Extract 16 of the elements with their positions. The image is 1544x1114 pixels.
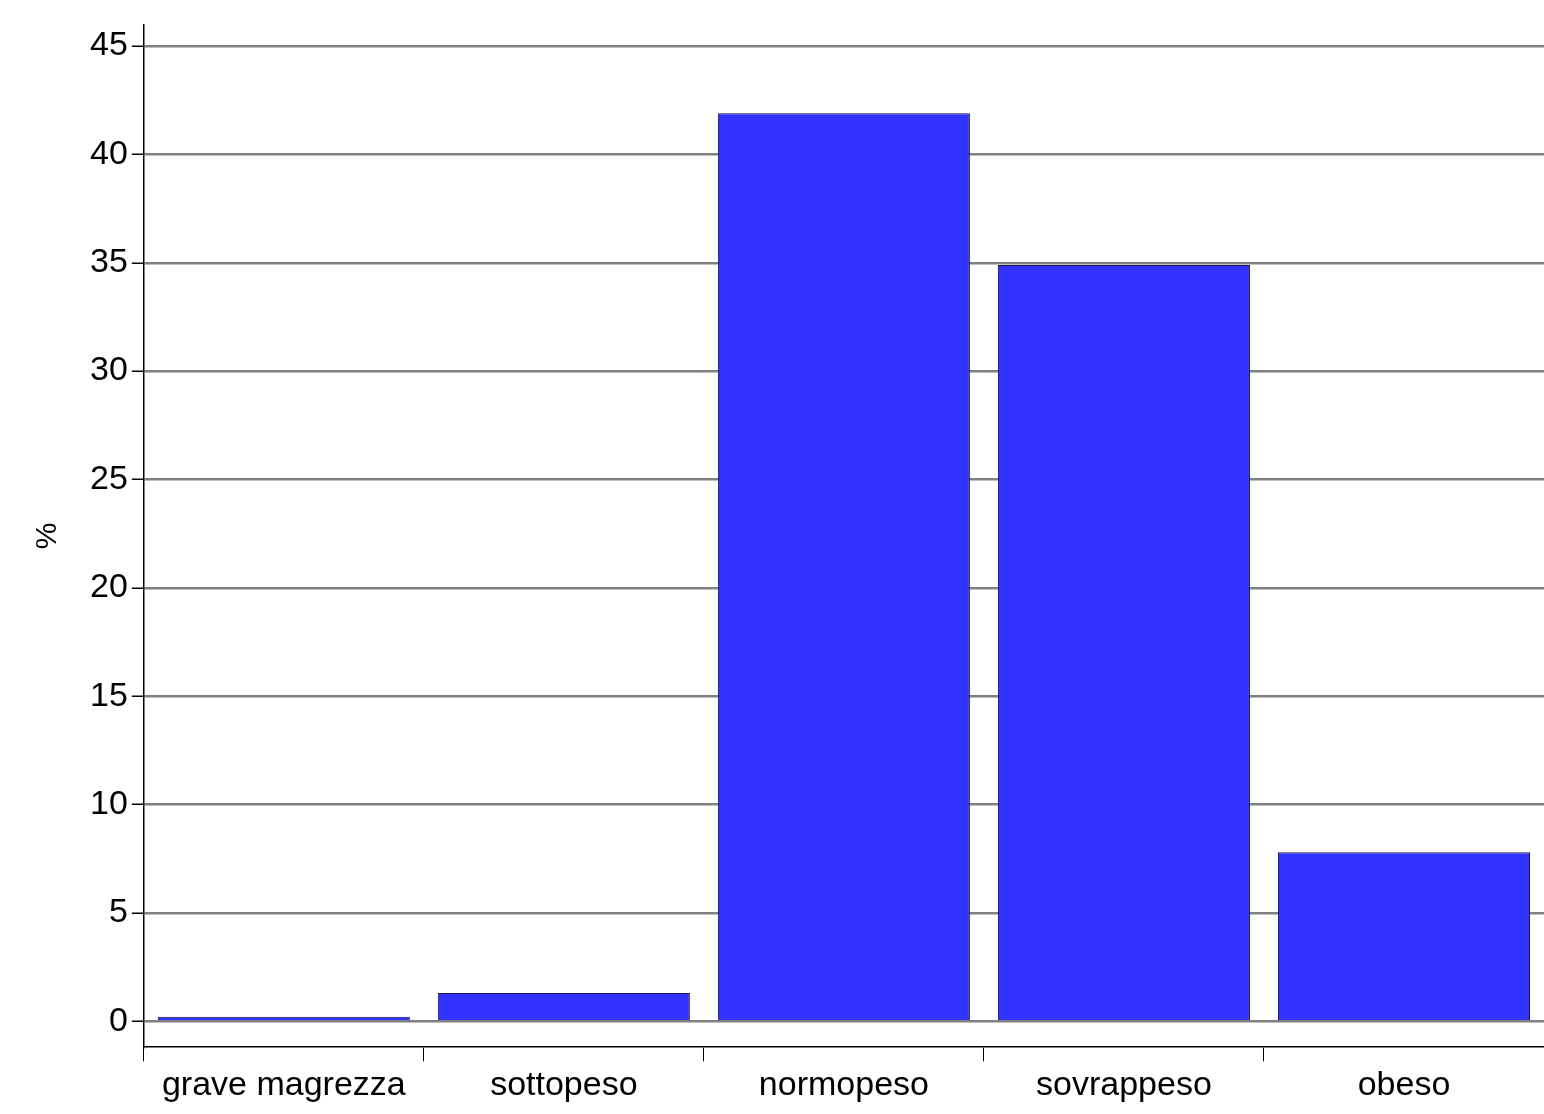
- y-tick-label: 10: [89, 782, 128, 821]
- y-tick-label: 25: [89, 457, 128, 496]
- x-tick-label: sottopeso: [490, 1063, 638, 1102]
- x-tick-label: normopeso: [758, 1063, 929, 1102]
- y-tick-label: 15: [89, 674, 128, 713]
- y-tick-label: 30: [89, 349, 128, 388]
- y-tick-label: 20: [89, 566, 128, 605]
- x-tick-label: grave magrezza: [161, 1063, 406, 1102]
- y-tick-label: 35: [89, 241, 128, 280]
- y-axis-title: %: [29, 522, 63, 550]
- y-tick-label: 0: [108, 999, 128, 1038]
- x-tick-label: sovrappeso: [1036, 1063, 1212, 1102]
- y-tick-label: 45: [89, 24, 128, 63]
- x-tick-label: obeso: [1357, 1063, 1451, 1102]
- y-tick-label: 40: [89, 132, 128, 171]
- y-tick-label: 5: [108, 891, 128, 930]
